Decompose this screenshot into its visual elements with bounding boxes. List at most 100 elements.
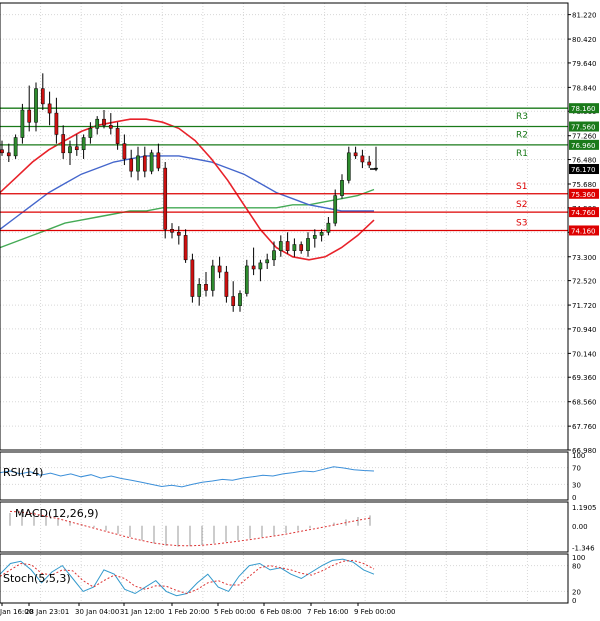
x-tick-label: 7 Feb 16:00 [307,608,348,616]
candle-bearish [353,152,358,157]
candle-bullish [333,195,338,224]
level-price-badge [569,207,599,218]
level-price-badge [569,188,599,199]
candle-bearish [129,158,134,172]
candle-bearish [183,235,188,261]
stoch-tick-label: 20 [572,588,581,596]
level-price-badge [569,225,599,236]
y-tick-label: 70.140 [572,350,597,358]
level-price-label: 77.560 [571,124,596,132]
rsi-line [0,466,375,488]
candle-bullish [210,265,215,291]
y-tick-label: 70.940 [572,326,597,334]
rsi-tick-label: 0 [572,494,576,502]
x-tick-label: 30 Jan 04:00 [75,608,119,616]
panel-frame-stoch [0,553,569,604]
candle-bearish [108,125,113,129]
candle-bearish [40,88,45,105]
level-name-r3: R3 [516,112,528,122]
candle-bearish [299,244,304,251]
candle-bearish [285,241,290,251]
candle-bullish [340,180,344,196]
candle-bullish [272,250,276,261]
level-price-badge [569,121,599,132]
candle-bullish [265,259,270,264]
candle-bearish [122,143,127,160]
x-tick-label: 9 Feb 00:00 [354,608,395,616]
macd-tick-label: 0.00 [572,523,588,531]
macd-tick-label: -1.346 [572,544,595,552]
candle-bearish [115,128,120,144]
candle-bullish [197,284,202,297]
level-price-label: 74.160 [571,227,596,235]
candle-bearish [360,155,365,163]
y-tick-label: 77.260 [572,133,597,141]
moving-average-green [0,188,375,249]
y-tick-label: 78.840 [572,84,597,92]
macd-panel: MACD(12,26,9) [9,507,371,547]
candle-bullish [238,293,242,306]
level-name-s2: S2 [516,200,527,210]
macd-tick-label: 1.1905 [572,504,597,512]
y-tick-label: 79.640 [572,60,597,68]
panel-frame-rsi [0,451,569,501]
candle-bearish [190,259,195,297]
stoch-tick-label: 100 [572,554,585,562]
candle-bullish [81,137,86,151]
candle-bearish [6,152,11,157]
candle-bullish [95,118,100,129]
panel-frame-macd [0,501,569,553]
candle-bearish [170,229,174,233]
y-tick-label: 71.720 [572,302,597,310]
panel-frame-main [0,2,569,451]
y-tick-label: 68.560 [572,399,597,407]
level-name-r1: R1 [516,149,528,159]
candle-bullish [346,152,351,181]
candle-bullish [306,238,310,251]
candle-bearish [367,161,372,166]
x-tick-label: 28 Jan 23:01 [25,608,69,616]
candle-bearish [217,265,222,273]
candle-bullish [319,232,324,236]
level-name-r2: R2 [516,131,528,141]
candle-bullish [88,128,93,138]
rsi-panel: RSI(14) [0,466,375,488]
macd-signal-line [9,510,371,547]
stoch-tick-label: 80 [572,563,581,571]
rsi-tick-label: 30 [572,481,581,489]
candle-bearish [102,118,106,126]
candle-bullish [20,109,25,138]
level-price-label: 75.360 [571,191,596,199]
y-tick-label: 81.220 [572,12,597,20]
level-price-label: 78.160 [571,105,596,113]
candle-bearish [251,265,256,270]
x-tick-label: Jan 16:00 [0,608,33,616]
stochastic-panel: Stoch(5,5,3) [0,558,375,597]
rsi-label: RSI(14) [3,466,43,479]
candle-bearish [176,232,181,236]
candle-bullish [312,235,317,239]
level-price-badge [569,103,599,114]
y-tick-label: 67.760 [572,423,597,431]
level-name-s3: S3 [516,218,527,228]
candle-bearish [142,155,147,172]
candle-bearish [204,284,208,291]
x-tick-label: 6 Feb 08:00 [260,608,301,616]
y-tick-label: 75.680 [572,181,597,189]
macd-label: MACD(12,26,9) [15,507,99,520]
candle-bearish [224,271,229,297]
y-tick-label: 80.420 [572,36,597,44]
candle-bullish [68,146,72,154]
current-price-label: 76.170 [571,166,596,174]
x-tick-label: 31 Jan 12:00 [120,608,164,616]
candle-bearish [231,296,236,306]
moving-average-blue [0,155,374,230]
candle-bullish [258,262,263,270]
candle-bearish [54,112,59,135]
candle-bearish [156,152,161,169]
stoch-tick-label: 0 [572,597,576,605]
candle-bullish [326,222,331,233]
grid-lines [0,3,568,603]
